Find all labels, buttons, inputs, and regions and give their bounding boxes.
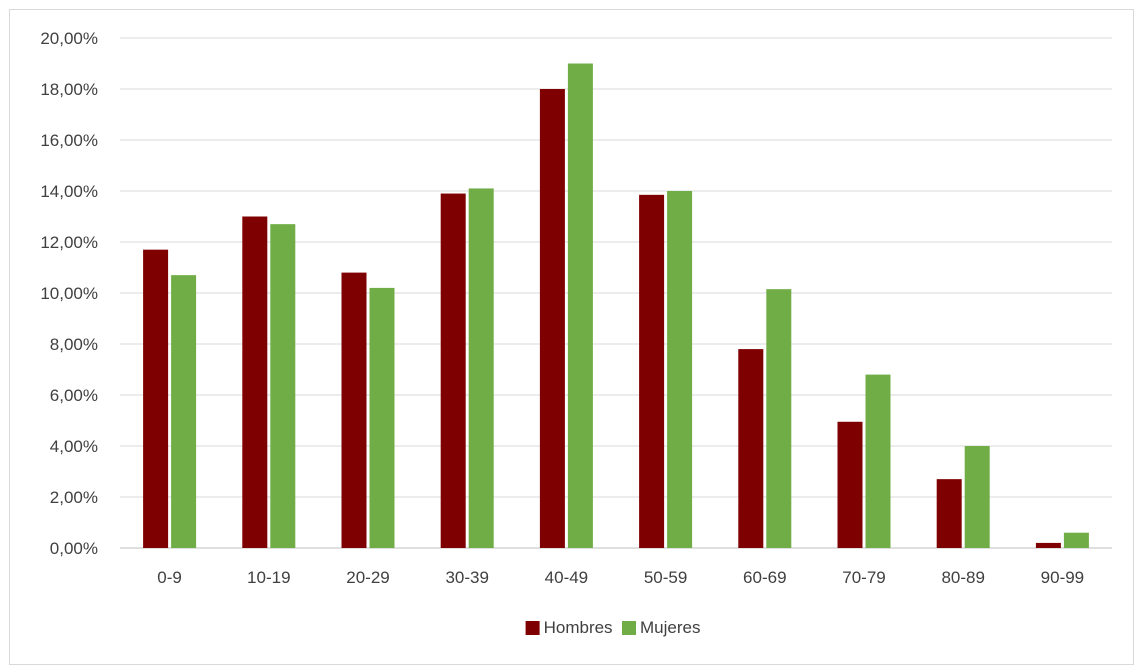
y-tick-label: 18,00% [40, 80, 98, 99]
bar-mujeres-40-49 [567, 63, 593, 548]
y-tick-label: 10,00% [40, 284, 98, 303]
x-tick-label: 40-49 [545, 568, 588, 587]
x-tick-label: 80-89 [941, 568, 984, 587]
x-tick-label: 90-99 [1041, 568, 1084, 587]
bar-hombres-40-49 [539, 89, 565, 548]
bar-hombres-20-29 [341, 272, 367, 548]
y-tick-label: 16,00% [40, 131, 98, 150]
y-tick-label: 8,00% [50, 335, 98, 354]
bar-hombres-70-79 [837, 421, 863, 548]
y-tick-label: 12,00% [40, 233, 98, 252]
bar-hombres-80-89 [936, 479, 962, 548]
legend-swatch-mujeres [622, 621, 636, 635]
bar-mujeres-0-9 [171, 275, 197, 548]
bar-mujeres-60-69 [766, 289, 792, 548]
legend: Hombres Mujeres [525, 618, 700, 637]
legend-label-hombres: Hombres [544, 618, 613, 637]
bar-mujeres-80-89 [964, 446, 990, 548]
bar-mujeres-20-29 [369, 287, 395, 548]
bar-mujeres-30-39 [468, 188, 494, 548]
x-tick-label: 20-29 [346, 568, 389, 587]
bar-mujeres-90-99 [1063, 532, 1089, 548]
legend-swatch-hombres [525, 621, 540, 635]
bar-mujeres-70-79 [865, 374, 891, 548]
bar-hombres-90-99 [1035, 542, 1061, 548]
legend-label-mujeres: Mujeres [640, 618, 700, 637]
x-tick-label: 0-9 [157, 568, 182, 587]
y-tick-label: 4,00% [50, 437, 98, 456]
x-tick-label: 50-59 [644, 568, 687, 587]
bar-hombres-10-19 [242, 216, 268, 548]
y-tick-label: 2,00% [50, 488, 98, 507]
bar-hombres-0-9 [143, 249, 169, 548]
bar-mujeres-50-59 [667, 191, 693, 548]
x-tick-label: 30-39 [445, 568, 488, 587]
bar-hombres-30-39 [440, 193, 466, 549]
y-axis: 0,00% 2,00% 4,00% 6,00% 8,00% 10,00% 12,00% 14,… [40, 29, 98, 558]
y-tick-label: 0,00% [50, 539, 98, 558]
bar-mujeres-10-19 [270, 224, 296, 548]
y-tick-label: 14,00% [40, 182, 98, 201]
y-tick-label: 6,00% [50, 386, 98, 405]
x-tick-label: 70-79 [842, 568, 885, 587]
y-tick-label: 20,00% [40, 29, 98, 48]
gridlines [120, 37, 1112, 549]
x-tick-label: 10-19 [247, 568, 290, 587]
bars [143, 63, 1089, 549]
bar-hombres-60-69 [738, 349, 764, 548]
x-tick-label: 60-69 [743, 568, 786, 587]
bar-hombres-50-59 [639, 194, 665, 548]
x-axis: 0-9 10-19 20-29 30-39 40-49 50-59 60-69 70-79 80… [157, 568, 1084, 587]
